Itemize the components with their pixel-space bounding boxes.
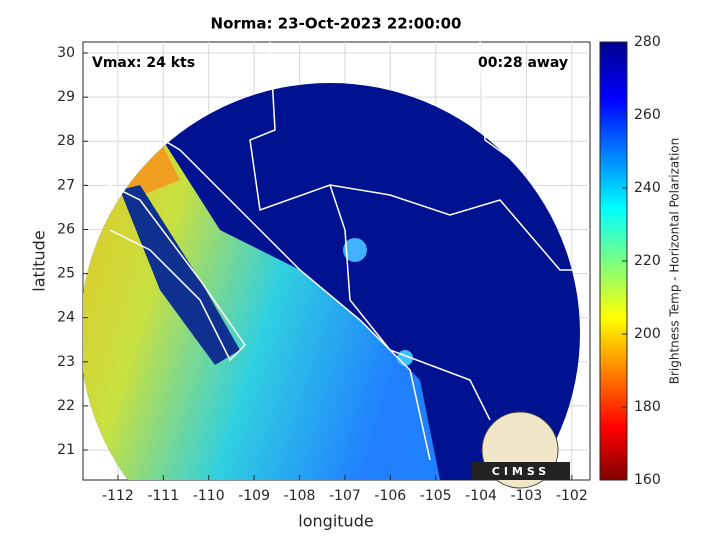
- y-tick-label: 26: [57, 221, 75, 237]
- colorbar-tick-label: 280: [634, 34, 661, 50]
- x-tick-label: -106: [374, 488, 406, 504]
- colorbar-tick-label: 180: [634, 399, 661, 415]
- x-tick-label: -103: [511, 488, 543, 504]
- x-tick-label: -110: [193, 488, 225, 504]
- colorbar-label: Brightness Temp - Horizontal Polarizatio…: [668, 138, 682, 385]
- colorbar-tick-label: 200: [634, 326, 661, 342]
- logo: CIMSS: [472, 411, 570, 489]
- x-tick-label: -102: [556, 488, 588, 504]
- y-tick-label: 24: [57, 310, 75, 326]
- x-tick-label: -105: [420, 488, 452, 504]
- colorbar-tick-label: 260: [634, 107, 661, 123]
- x-tick-label: -107: [329, 488, 361, 504]
- satellite-image: [83, 42, 580, 480]
- x-tick-label: -104: [465, 488, 497, 504]
- cloud: [343, 238, 367, 262]
- y-tick-label: 28: [57, 133, 75, 149]
- x-tick-label: -111: [147, 488, 179, 504]
- chart-title: Norma: 23-Oct-2023 22:00:00: [211, 15, 462, 33]
- colorbar-tick-label: 160: [634, 472, 661, 488]
- y-tick-label: 29: [57, 89, 75, 105]
- x-tick-label: -108: [284, 488, 316, 504]
- x-tick-label: -109: [238, 488, 270, 504]
- y-tick-label: 25: [57, 266, 75, 282]
- annotation: 00:28 away: [478, 55, 568, 71]
- colorbar-tick-label: 220: [634, 253, 661, 269]
- colorbar-tick-label: 240: [634, 180, 661, 196]
- x-tick-label: -112: [102, 488, 134, 504]
- logo-text: CIMSS: [492, 465, 550, 478]
- y-tick-label: 27: [57, 177, 75, 193]
- y-tick-label: 21: [57, 442, 75, 458]
- annotation: Vmax: 24 kts: [92, 55, 195, 71]
- y-axis-label: latitude: [30, 230, 49, 291]
- y-tick-label: 22: [57, 398, 75, 414]
- x-axis-label: longitude: [298, 512, 373, 531]
- y-tick-label: 30: [57, 45, 75, 61]
- coastline: [99, 42, 578, 461]
- y-tick-label: 23: [57, 354, 75, 370]
